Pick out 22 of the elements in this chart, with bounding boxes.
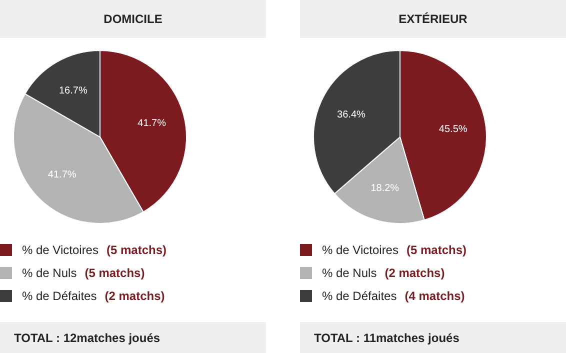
- chart-title: DOMICILE: [104, 12, 162, 26]
- legend-label: % de Nuls: [322, 266, 377, 280]
- text: (5 matchs): [406, 242, 467, 256]
- text: TOTAL : 11matches joués: [300, 322, 566, 353]
- data-label: 16.7%: [58, 85, 88, 96]
- text: (2 matchs): [384, 266, 445, 280]
- text: (4 matchs): [404, 288, 465, 302]
- data-label: 18.2%: [370, 183, 400, 194]
- text: TOTAL : 12matches joués: [0, 322, 266, 353]
- chart-title: EXTÉRIEUR: [398, 12, 468, 26]
- legend-label: % de Nuls: [22, 266, 77, 280]
- legend-label: % de Victoires: [322, 242, 398, 256]
- legend-label: % de Défaites: [322, 288, 397, 302]
- text: (5 matchs): [84, 266, 145, 280]
- data-label: 41.7%: [138, 118, 166, 129]
- data-label: 45.5%: [438, 124, 468, 136]
- legend-label: % de Victoires: [22, 242, 98, 256]
- text: (5 matchs): [106, 242, 167, 256]
- data-label: 36.4%: [337, 109, 366, 120]
- text: (2 matchs): [104, 288, 165, 302]
- data-label: 41.7%: [48, 170, 76, 181]
- legend-label: % de Défaites: [22, 288, 97, 302]
